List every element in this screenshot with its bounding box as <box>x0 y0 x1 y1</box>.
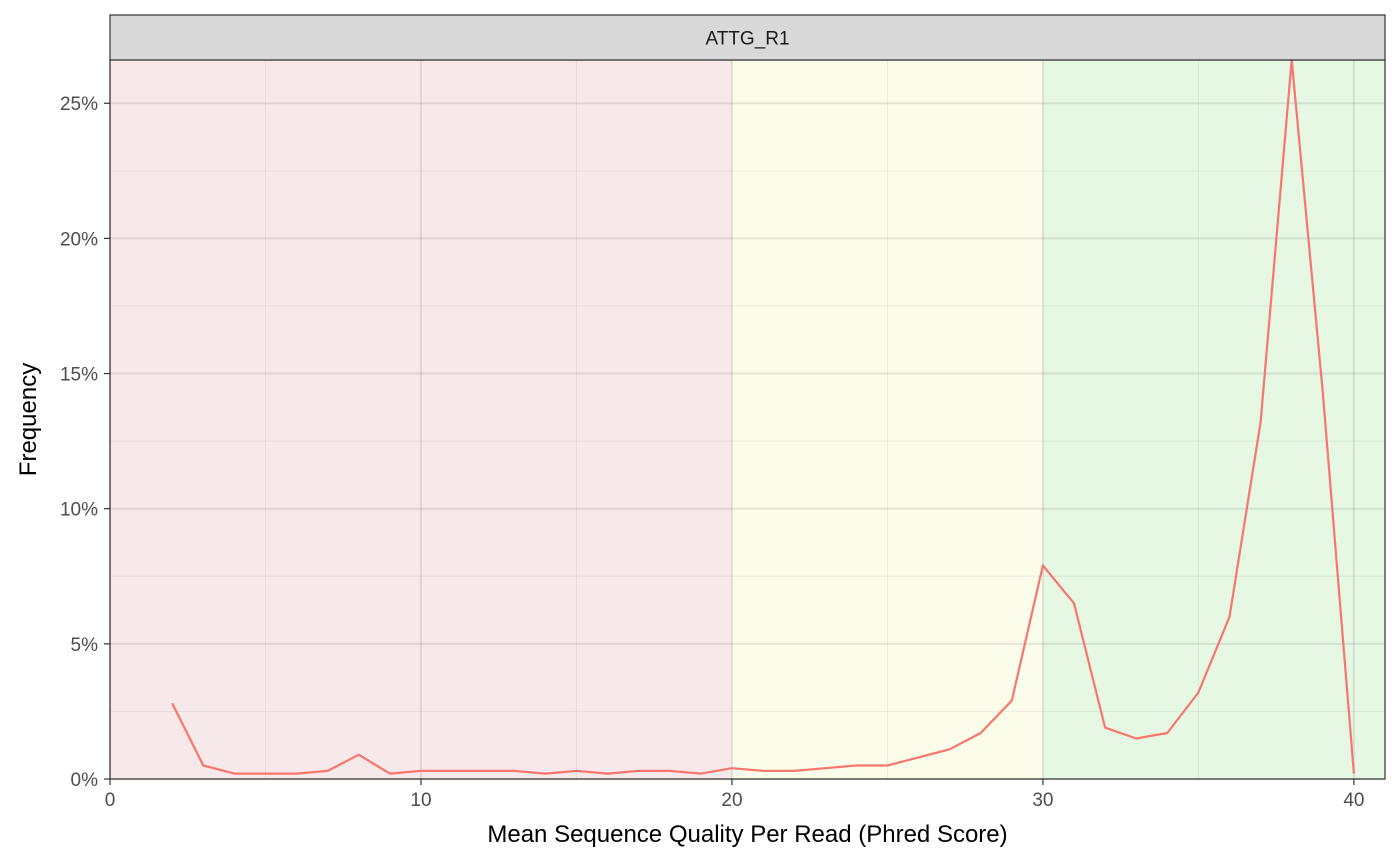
minor-gridlines <box>110 60 1385 779</box>
x-tick-label: 40 <box>1343 790 1364 811</box>
facet-strip-label: ATTG_R1 <box>705 29 789 50</box>
x-tick-label: 20 <box>721 790 742 811</box>
y-axis: 0% 5% 10% 15% 20% 25% <box>60 94 110 791</box>
x-tick-label: 0 <box>105 790 116 811</box>
y-axis-title: Frequency <box>15 363 42 476</box>
quality-band-2 <box>1042 60 1385 779</box>
facet-strip <box>109 14 1386 61</box>
y-tick-label: 25% <box>60 94 98 115</box>
x-axis: 0 10 20 30 40 <box>105 779 1364 811</box>
y-tick-label: 10% <box>60 500 98 521</box>
x-axis-title: Mean Sequence Quality Per Read (Phred Sc… <box>487 821 1007 848</box>
y-tick-label: 20% <box>60 229 98 250</box>
quality-bands <box>110 60 1385 779</box>
y-tick-label: 15% <box>60 365 98 386</box>
y-tick-label: 0% <box>71 770 99 791</box>
quality-band-0 <box>110 60 732 779</box>
x-tick-label: 10 <box>410 790 431 811</box>
y-tick-label: 5% <box>71 635 99 656</box>
x-tick-label: 30 <box>1032 790 1053 811</box>
series-line-0 <box>171 58 1355 775</box>
series-layer <box>171 58 1355 775</box>
quality-band-1 <box>731 60 1043 779</box>
